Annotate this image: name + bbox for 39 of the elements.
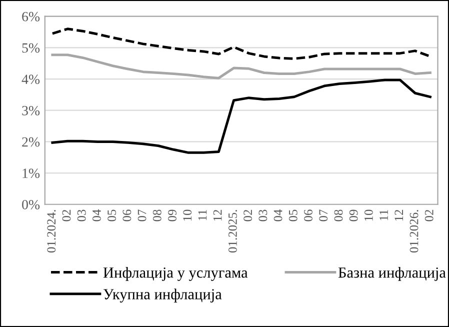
y-tick-label: 1%	[22, 168, 40, 178]
x-tick-label: 03	[77, 210, 86, 222]
line-series	[51, 54, 432, 80]
x-tick-label: 08	[152, 210, 162, 222]
legend-label: Инфлација у услугама	[103, 266, 248, 281]
line-series	[51, 28, 432, 60]
x-tick-label: 09	[349, 210, 358, 222]
x-tick-label: 07	[319, 210, 328, 222]
x-tick-label: 01.2025.	[228, 210, 237, 253]
x-tick-label: 11	[380, 210, 388, 220]
x-tick-label: 10	[183, 210, 192, 221]
x-tick-label: 02	[244, 210, 252, 222]
x-tick-label: 03	[258, 210, 268, 222]
line-series	[51, 78, 432, 154]
x-tick-label: 02	[424, 210, 434, 222]
x-tick-label: 12	[213, 210, 222, 221]
x-tick-label: 01.2026.	[410, 210, 418, 253]
x-tick-label: 04	[274, 209, 282, 222]
x-tick-label: 07	[138, 210, 146, 222]
x-tick-label: 01.2024.	[47, 210, 56, 253]
legend-label: Базна инфлација	[338, 266, 446, 281]
y-tick-label: 2%	[22, 137, 40, 147]
x-tick-label: 08	[334, 210, 343, 222]
x-tick-label: 05	[288, 210, 298, 222]
x-tick-label: 04	[92, 209, 101, 222]
y-tick-label: 4%	[22, 74, 40, 84]
y-tick-label: 6%	[22, 12, 40, 22]
x-tick-label: 02	[62, 210, 71, 222]
x-tick-label: 11	[198, 210, 207, 220]
y-tick-label: 5%	[22, 43, 40, 53]
y-tick-label: 0%	[22, 200, 40, 210]
x-tick-label: 06	[304, 210, 312, 222]
x-tick-label: 12	[394, 210, 404, 221]
x-tick-label: 05	[108, 210, 116, 222]
x-tick-label: 09	[168, 210, 176, 222]
y-tick-label: 3%	[22, 106, 40, 116]
x-tick-label: 10	[364, 210, 373, 221]
legend-label: Укупна инфлација	[103, 288, 222, 303]
x-tick-label: 06	[122, 210, 132, 222]
